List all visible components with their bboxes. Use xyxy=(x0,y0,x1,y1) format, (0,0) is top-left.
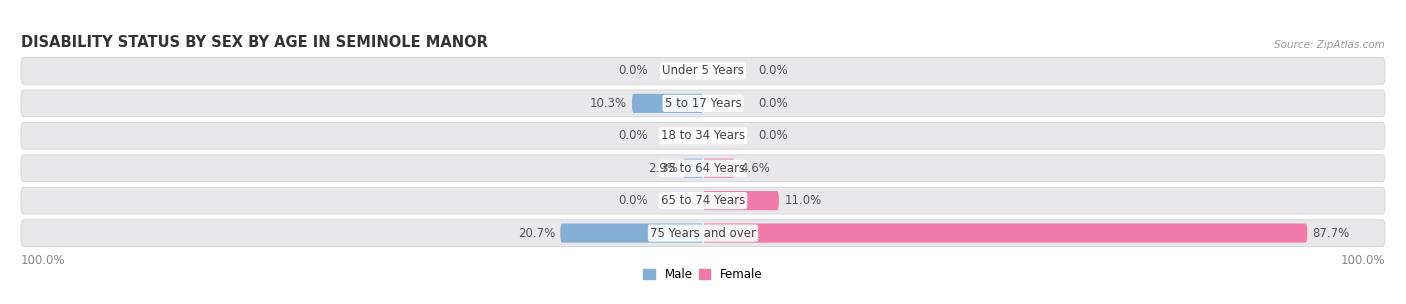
FancyBboxPatch shape xyxy=(21,58,1385,84)
FancyBboxPatch shape xyxy=(21,220,1385,246)
FancyBboxPatch shape xyxy=(21,155,1385,181)
FancyBboxPatch shape xyxy=(21,123,1385,149)
Text: Under 5 Years: Under 5 Years xyxy=(662,64,744,78)
Text: 0.0%: 0.0% xyxy=(619,194,648,207)
Text: 11.0%: 11.0% xyxy=(785,194,821,207)
Text: 65 to 74 Years: 65 to 74 Years xyxy=(661,194,745,207)
FancyBboxPatch shape xyxy=(683,159,703,178)
Text: 20.7%: 20.7% xyxy=(517,226,555,240)
FancyBboxPatch shape xyxy=(703,159,735,178)
Text: 18 to 34 Years: 18 to 34 Years xyxy=(661,129,745,142)
Text: 75 Years and over: 75 Years and over xyxy=(650,226,756,240)
Text: 5 to 17 Years: 5 to 17 Years xyxy=(665,97,741,110)
Text: 10.3%: 10.3% xyxy=(589,97,627,110)
Text: DISABILITY STATUS BY SEX BY AGE IN SEMINOLE MANOR: DISABILITY STATUS BY SEX BY AGE IN SEMIN… xyxy=(21,35,488,50)
Text: 0.0%: 0.0% xyxy=(758,97,787,110)
Text: 0.0%: 0.0% xyxy=(758,129,787,142)
Text: 4.6%: 4.6% xyxy=(740,162,770,175)
Text: Source: ZipAtlas.com: Source: ZipAtlas.com xyxy=(1274,40,1385,50)
Text: 0.0%: 0.0% xyxy=(619,64,648,78)
Text: 2.9%: 2.9% xyxy=(648,162,678,175)
FancyBboxPatch shape xyxy=(703,191,779,210)
Text: 0.0%: 0.0% xyxy=(758,64,787,78)
Text: 35 to 64 Years: 35 to 64 Years xyxy=(661,162,745,175)
FancyBboxPatch shape xyxy=(21,90,1385,117)
Text: 87.7%: 87.7% xyxy=(1313,226,1350,240)
FancyBboxPatch shape xyxy=(21,187,1385,214)
FancyBboxPatch shape xyxy=(633,94,703,113)
FancyBboxPatch shape xyxy=(703,223,1308,243)
Text: 0.0%: 0.0% xyxy=(619,129,648,142)
Legend: Male, Female: Male, Female xyxy=(638,264,768,286)
Text: 100.0%: 100.0% xyxy=(21,254,66,267)
FancyBboxPatch shape xyxy=(561,223,703,243)
Text: 100.0%: 100.0% xyxy=(1340,254,1385,267)
